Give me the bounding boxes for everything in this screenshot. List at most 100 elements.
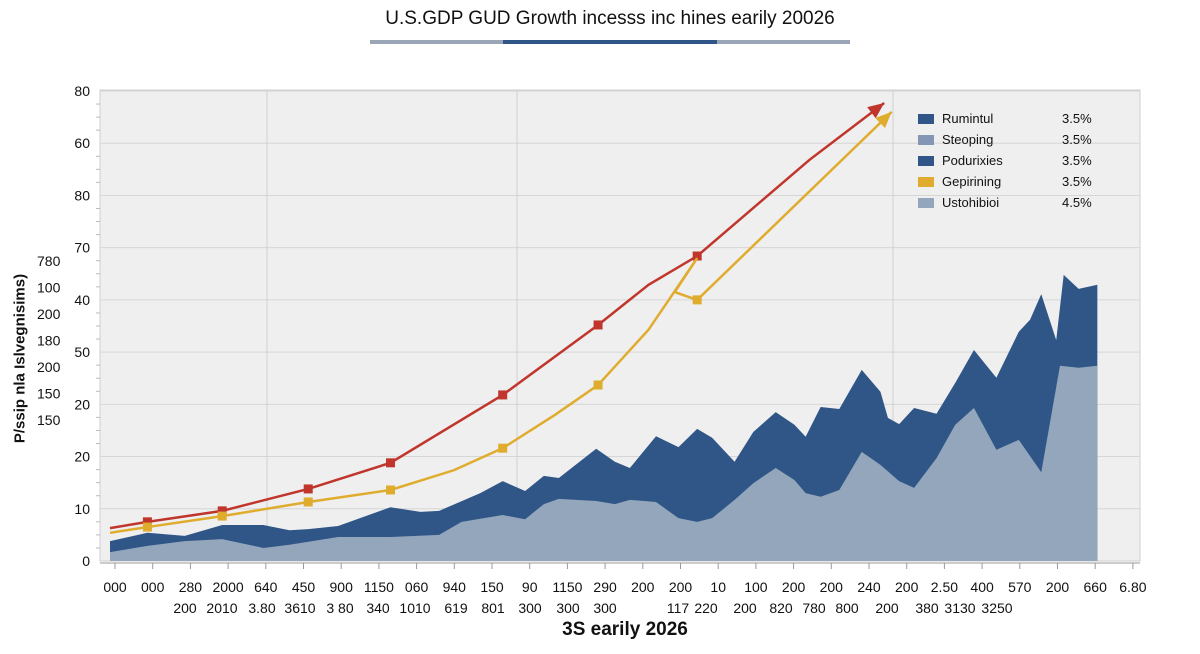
x-tick-label: 2000 xyxy=(213,579,244,595)
x-tick-label: 000 xyxy=(103,579,127,595)
secondary-y-tick-label: 150 xyxy=(37,412,61,428)
x-tick-label: 200 xyxy=(669,579,693,595)
x-tick-label: 200 xyxy=(631,579,655,595)
y-tick-label: 20 xyxy=(74,396,90,412)
y-tick-label: 20 xyxy=(74,449,90,465)
x-tick-label-row2: 300 xyxy=(518,600,542,616)
x-tick-label: 640 xyxy=(254,579,278,595)
x-tick-label-row2: 300 xyxy=(593,600,617,616)
line-marker xyxy=(386,458,395,468)
x-tick-label: 100 xyxy=(744,579,768,595)
legend-value: 3.5% xyxy=(1062,111,1092,126)
secondary-y-tick-label: 180 xyxy=(37,333,61,349)
legend-value: 3.5% xyxy=(1062,153,1092,168)
x-tick-label-row2: 200 xyxy=(875,600,899,616)
line-marker xyxy=(386,485,395,495)
x-tick-label-row2: 380 xyxy=(915,600,939,616)
x-tick-label-row2: 3250 xyxy=(981,600,1012,616)
y-tick-label: 80 xyxy=(74,187,90,203)
line-marker xyxy=(498,443,508,453)
arrowhead-icon xyxy=(875,111,892,129)
x-tick-label-row2: 300 xyxy=(556,600,580,616)
area-series xyxy=(110,365,1098,561)
x-tick-label-row2: 200 xyxy=(173,600,197,616)
x-tick-label: 000 xyxy=(141,579,165,595)
x-tick-label-row2: 3130 xyxy=(944,600,975,616)
y-axis-label: P/ssip nla Islvegnisims) xyxy=(11,273,29,444)
x-tick-label: 660 xyxy=(1084,579,1108,595)
title-underline-accent xyxy=(503,40,717,44)
legend-item: Podurixies 3.5% xyxy=(918,150,1092,171)
x-tick-label-row2: 801 xyxy=(481,600,505,616)
legend-label: Podurixies xyxy=(942,153,1003,168)
secondary-y-tick-label: 780 xyxy=(37,253,61,269)
secondary-y-tick-label: 200 xyxy=(37,359,61,375)
x-tick-label: 940 xyxy=(443,579,467,595)
x-tick-label: 90 xyxy=(522,579,538,595)
x-tick-label: 900 xyxy=(330,579,354,595)
legend-label: Rumintul xyxy=(942,111,994,126)
x-tick-label-row2: 200 xyxy=(733,600,757,616)
x-tick-label: 1150 xyxy=(552,579,582,595)
x-tick-label: 6.80 xyxy=(1119,579,1146,595)
y-tick-label: 10 xyxy=(74,501,90,517)
legend-swatch xyxy=(918,176,934,187)
x-tick-label: 570 xyxy=(1008,579,1032,595)
y-tick-label: 70 xyxy=(74,240,90,256)
legend-value: 3.5% xyxy=(1062,132,1092,147)
x-tick-label-row2: 820 xyxy=(769,600,793,616)
x-tick-label-row2: 3 80 xyxy=(326,600,353,616)
line-marker xyxy=(142,517,152,527)
x-tick-label: 290 xyxy=(593,579,617,595)
line-marker xyxy=(303,497,313,507)
x-tick-label: 280 xyxy=(179,579,203,595)
legend-item: Gepirining 3.5% xyxy=(918,171,1092,192)
legend-value: 3.5% xyxy=(1062,174,1092,189)
line-marker xyxy=(142,522,152,532)
x-axis-label: 3S earily 2026 xyxy=(562,619,688,640)
legend-value: 4.5% xyxy=(1062,195,1092,210)
x-tick-label: 150 xyxy=(480,579,504,595)
y-tick-label: 60 xyxy=(74,135,90,151)
x-tick-label-row2: 2010 xyxy=(206,600,237,616)
y-tick-label: 80 xyxy=(74,83,90,99)
x-tick-label-row2: 1010 xyxy=(399,600,430,616)
x-tick-label-row2: 780 xyxy=(802,600,826,616)
secondary-y-tick-label: 150 xyxy=(37,386,61,402)
x-tick-label: 060 xyxy=(405,579,429,595)
line-marker xyxy=(303,484,313,494)
y-tick-label: 50 xyxy=(74,344,90,360)
x-tick-label: 10 xyxy=(710,579,726,595)
x-tick-label: 240 xyxy=(857,579,881,595)
legend-label: Gepirining xyxy=(942,174,1002,189)
legend-item: Steoping 3.5% xyxy=(918,129,1092,150)
line-marker xyxy=(217,506,227,516)
x-tick-label-row2: 3610 xyxy=(284,600,315,616)
chart-title: U.S.GDP GUD Growth incesss inc hines ear… xyxy=(385,8,835,29)
x-tick-label-row2: 340 xyxy=(366,600,390,616)
x-tick-label-row2: 619 xyxy=(444,600,468,616)
legend-swatch xyxy=(918,134,934,145)
line-marker xyxy=(498,390,508,400)
line-marker xyxy=(593,380,603,390)
x-tick-label: 450 xyxy=(292,579,316,595)
legend: Rumintul 3.5% Steoping 3.5% Podurixies 3.5%… xyxy=(918,108,1092,213)
secondary-y-tick-label: 100 xyxy=(37,280,61,296)
x-tick-label-row2: 117 xyxy=(667,600,690,616)
legend-label: Steoping xyxy=(942,132,994,147)
line-marker xyxy=(217,511,227,521)
line-series xyxy=(109,110,893,535)
line-marker xyxy=(593,320,603,330)
secondary-y-tick-label: 200 xyxy=(37,306,61,322)
x-tick-label: 200 xyxy=(820,579,844,595)
x-tick-label: 400 xyxy=(970,579,994,595)
legend-swatch xyxy=(918,155,934,166)
arrowhead-icon xyxy=(867,103,885,119)
legend-item: Ustohibioi 4.5% xyxy=(918,192,1092,213)
x-tick-label-row2: 800 xyxy=(835,600,859,616)
line-marker xyxy=(692,295,702,305)
legend-swatch xyxy=(918,113,934,124)
line-marker xyxy=(692,251,702,261)
x-tick-label-row2: 220 xyxy=(694,600,718,616)
x-tick-label: 200 xyxy=(895,579,919,595)
